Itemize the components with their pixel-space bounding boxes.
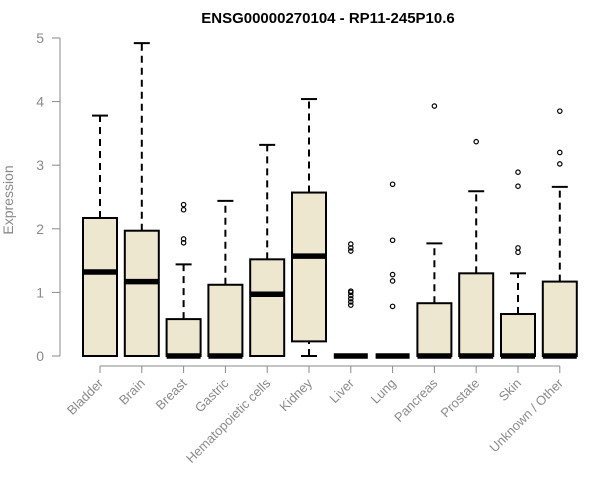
outlier-point	[515, 183, 521, 189]
outlier-point	[515, 169, 521, 175]
chart-title: ENSG00000270104 - RP11-245P10.6	[201, 10, 455, 27]
outlier-point	[347, 299, 354, 305]
box-rect	[82, 216, 118, 357]
box-kidney	[291, 98, 327, 357]
outlier-point	[347, 248, 354, 254]
box-rect	[249, 258, 286, 357]
outlier-point	[556, 161, 563, 167]
outlier-point	[180, 201, 187, 208]
box-rect	[165, 318, 202, 357]
outlier-point	[389, 181, 396, 188]
box-prostate	[458, 138, 495, 359]
box-liver	[333, 241, 368, 359]
y-tick-label: 2	[36, 221, 44, 237]
x-tick-label: Brain	[116, 376, 148, 408]
box-bladder	[82, 114, 118, 357]
y-tick-label: 5	[36, 30, 44, 46]
box-gastric	[207, 199, 244, 359]
x-tick-label: Liver	[326, 375, 357, 406]
outlier-point	[556, 149, 563, 156]
outlier-point	[389, 303, 396, 310]
box-brain	[123, 42, 160, 357]
outlier-point	[180, 236, 187, 242]
outlier-point	[347, 295, 354, 302]
outlier-point	[473, 138, 480, 145]
box-rect	[458, 272, 495, 358]
outlier-point	[389, 237, 396, 244]
y-axis-label: Expression	[0, 165, 16, 234]
x-tick-label: Bladder	[64, 375, 107, 418]
outlier-point	[515, 249, 521, 256]
box-rect	[541, 280, 578, 358]
x-tick-label: Skin	[496, 376, 524, 404]
outlier-point	[347, 302, 354, 308]
y-tick-label: 1	[36, 284, 44, 300]
outlier-point	[431, 103, 438, 109]
x-tick-label: Pancreas	[391, 375, 441, 425]
y-tick-label: 4	[36, 94, 44, 110]
x-tick-label: Prostate	[437, 376, 482, 421]
outlier-point	[389, 271, 396, 278]
box-rect	[123, 229, 160, 357]
x-tick-label: Kidney	[276, 375, 315, 414]
x-tick-label: Lung	[368, 376, 399, 407]
box-skin	[500, 169, 536, 359]
box-hematopoietic-cells	[249, 143, 286, 357]
outlier-point	[389, 278, 396, 284]
box-rect	[207, 283, 244, 358]
x-tick-label: Unknown / Other	[486, 375, 566, 455]
outlier-point	[180, 206, 187, 213]
box-pancreas	[416, 103, 453, 359]
box-rect	[416, 302, 453, 358]
outlier-point	[347, 288, 354, 294]
x-tick-label: Breast	[153, 375, 190, 412]
y-axis: 0 1 2 3 4 5	[36, 30, 61, 364]
y-tick-label: 0	[36, 348, 44, 364]
x-tick-label: Gastric	[192, 375, 232, 415]
box-unknown-other	[541, 108, 578, 359]
outlier-point	[556, 108, 563, 114]
outlier-point	[515, 245, 521, 251]
box-lung	[375, 181, 410, 359]
box-group	[82, 42, 578, 359]
y-tick-label: 3	[36, 157, 44, 173]
box-breast	[165, 201, 202, 359]
box-rect	[500, 313, 536, 357]
box-rect	[291, 191, 327, 343]
outlier-point	[347, 241, 354, 247]
